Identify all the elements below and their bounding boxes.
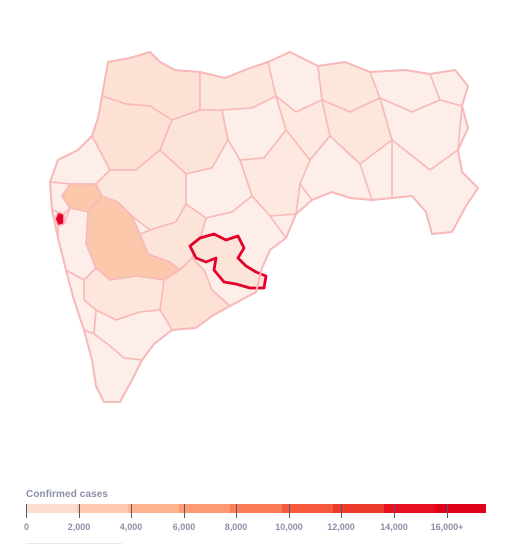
legend-tick xyxy=(289,504,290,518)
legend-tick-label: 4,000 xyxy=(119,522,143,532)
legend-tick xyxy=(184,504,185,518)
selected-district[interactable] xyxy=(188,232,268,290)
legend-tick-label: 8,000 xyxy=(224,522,248,532)
legend-tick xyxy=(341,504,342,518)
legend-tick xyxy=(447,504,448,518)
legend-tick-label: 10,000 xyxy=(275,522,303,532)
legend-tick xyxy=(236,504,237,518)
legend-tick xyxy=(394,504,395,518)
legend-color-step xyxy=(26,504,78,513)
state-outline xyxy=(49,51,479,403)
legend-tick-label: 2,000 xyxy=(67,522,91,532)
legend-tick-label: 16,000+ xyxy=(430,522,464,532)
legend-tick xyxy=(79,504,80,518)
legend-tick xyxy=(26,504,27,518)
legend-title: Confirmed cases xyxy=(26,489,109,500)
legend-color-step xyxy=(383,504,435,513)
legend-tick-label: 6,000 xyxy=(172,522,196,532)
legend: Confirmed cases 0 2,000 4,000 6,000 8,000 10,… xyxy=(24,487,494,544)
legend-tick-label: 0 xyxy=(24,522,30,532)
legend-color-bar xyxy=(26,504,486,513)
legend-tick-label: 12,000 xyxy=(327,522,355,532)
legend-ticks xyxy=(26,504,486,518)
legend-color-step xyxy=(128,504,180,513)
legend-color-step xyxy=(281,504,333,513)
legend-color-step xyxy=(332,504,384,513)
legend-tick-label: 14,000 xyxy=(380,522,408,532)
legend-color-step xyxy=(77,504,129,513)
legend-color-step xyxy=(230,504,282,513)
legend-labels: 0 2,000 4,000 6,000 8,000 10,000 12,000 14,000 1… xyxy=(24,522,486,536)
choropleth-map xyxy=(49,51,479,403)
maharashtra-map xyxy=(49,51,479,403)
legend-divider xyxy=(26,543,122,544)
legend-color-step xyxy=(434,504,486,513)
legend-tick xyxy=(131,504,132,518)
legend-color-step xyxy=(179,504,231,513)
